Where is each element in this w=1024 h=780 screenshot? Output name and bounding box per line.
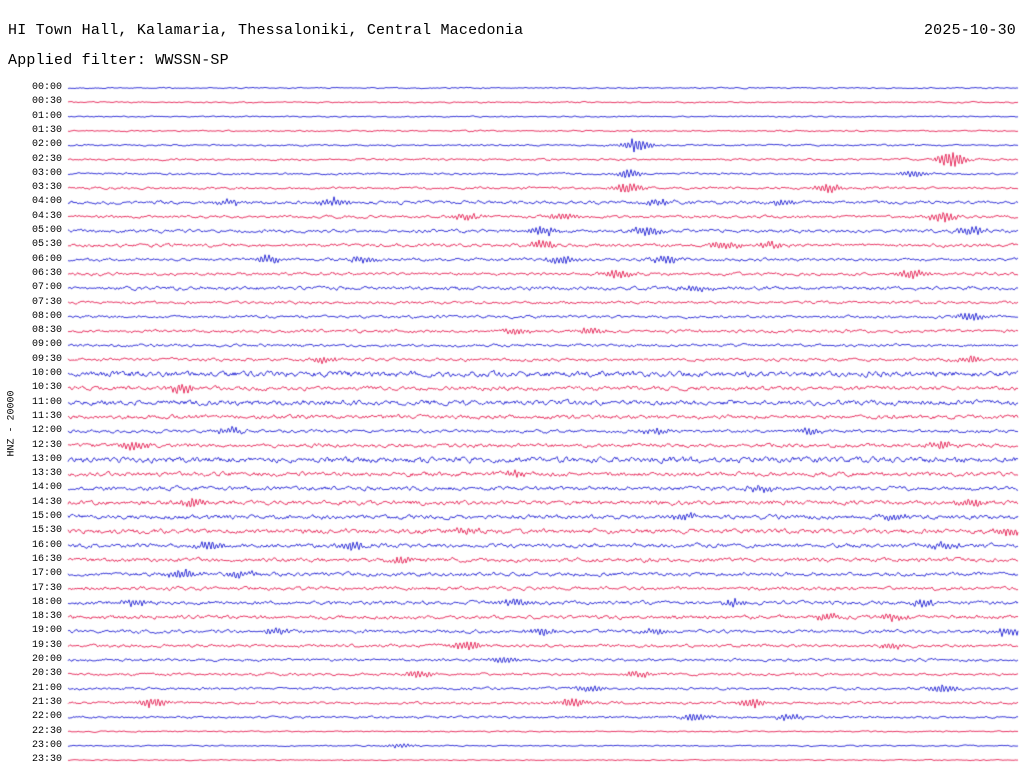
time-label: 17:30 — [31, 582, 62, 594]
time-label: 09:30 — [31, 353, 62, 365]
time-label: 12:00 — [31, 425, 62, 437]
time-label: 19:00 — [31, 625, 62, 637]
time-label: 21:00 — [31, 682, 62, 694]
time-label: 20:00 — [31, 654, 62, 665]
time-label: 15:30 — [31, 525, 62, 537]
time-label: 12:30 — [31, 439, 62, 451]
time-label: 22:00 — [31, 711, 62, 723]
time-label: 16:00 — [31, 539, 62, 551]
record-date: 2025-10-30 — [923, 22, 1016, 39]
time-label: 05:00 — [31, 225, 62, 236]
time-label: 08:30 — [31, 325, 62, 337]
time-label: 07:30 — [31, 296, 62, 308]
time-label: 04:00 — [31, 196, 62, 208]
time-label: 20:30 — [31, 668, 62, 680]
station-title: HI Town Hall, Kalamaria, Thessaloniki, C… — [8, 22, 524, 39]
time-label: 16:30 — [31, 553, 62, 565]
time-label: 11:00 — [31, 396, 62, 408]
time-label: 00:30 — [31, 96, 62, 108]
time-label: 06:30 — [31, 267, 62, 279]
time-label: 00:00 — [31, 82, 62, 93]
time-label: 13:30 — [31, 468, 62, 480]
time-label: 10:30 — [31, 382, 62, 394]
time-label: 04:30 — [31, 210, 62, 222]
time-label: 19:30 — [31, 639, 62, 651]
time-label: 15:00 — [31, 511, 62, 522]
time-label: 05:30 — [31, 239, 62, 251]
time-label: 18:30 — [31, 611, 62, 623]
time-label: 07:00 — [31, 282, 62, 294]
time-label: 03:30 — [31, 182, 62, 194]
time-label: 08:00 — [31, 310, 62, 322]
time-label: 01:30 — [31, 124, 62, 136]
time-label: 03:00 — [31, 167, 62, 179]
time-label: 10:00 — [31, 368, 62, 379]
time-label: 14:30 — [31, 496, 62, 508]
time-label: 01:00 — [31, 110, 62, 122]
time-label: 21:30 — [31, 696, 62, 708]
time-label: 23:00 — [31, 739, 62, 751]
time-label: 14:00 — [31, 482, 62, 494]
time-label: 11:30 — [31, 410, 62, 422]
time-label: 13:00 — [31, 453, 62, 465]
time-label: 09:00 — [31, 339, 62, 351]
time-label: 17:00 — [31, 568, 62, 580]
applied-filter-label: Applied filter: WWSSN-SP — [8, 52, 229, 69]
time-label: 06:00 — [31, 253, 62, 265]
time-label: 23:30 — [31, 754, 62, 766]
time-label: 02:30 — [31, 153, 62, 165]
time-label: 02:00 — [31, 139, 62, 151]
time-label: 18:00 — [31, 596, 62, 608]
time-label: 22:30 — [31, 725, 62, 737]
